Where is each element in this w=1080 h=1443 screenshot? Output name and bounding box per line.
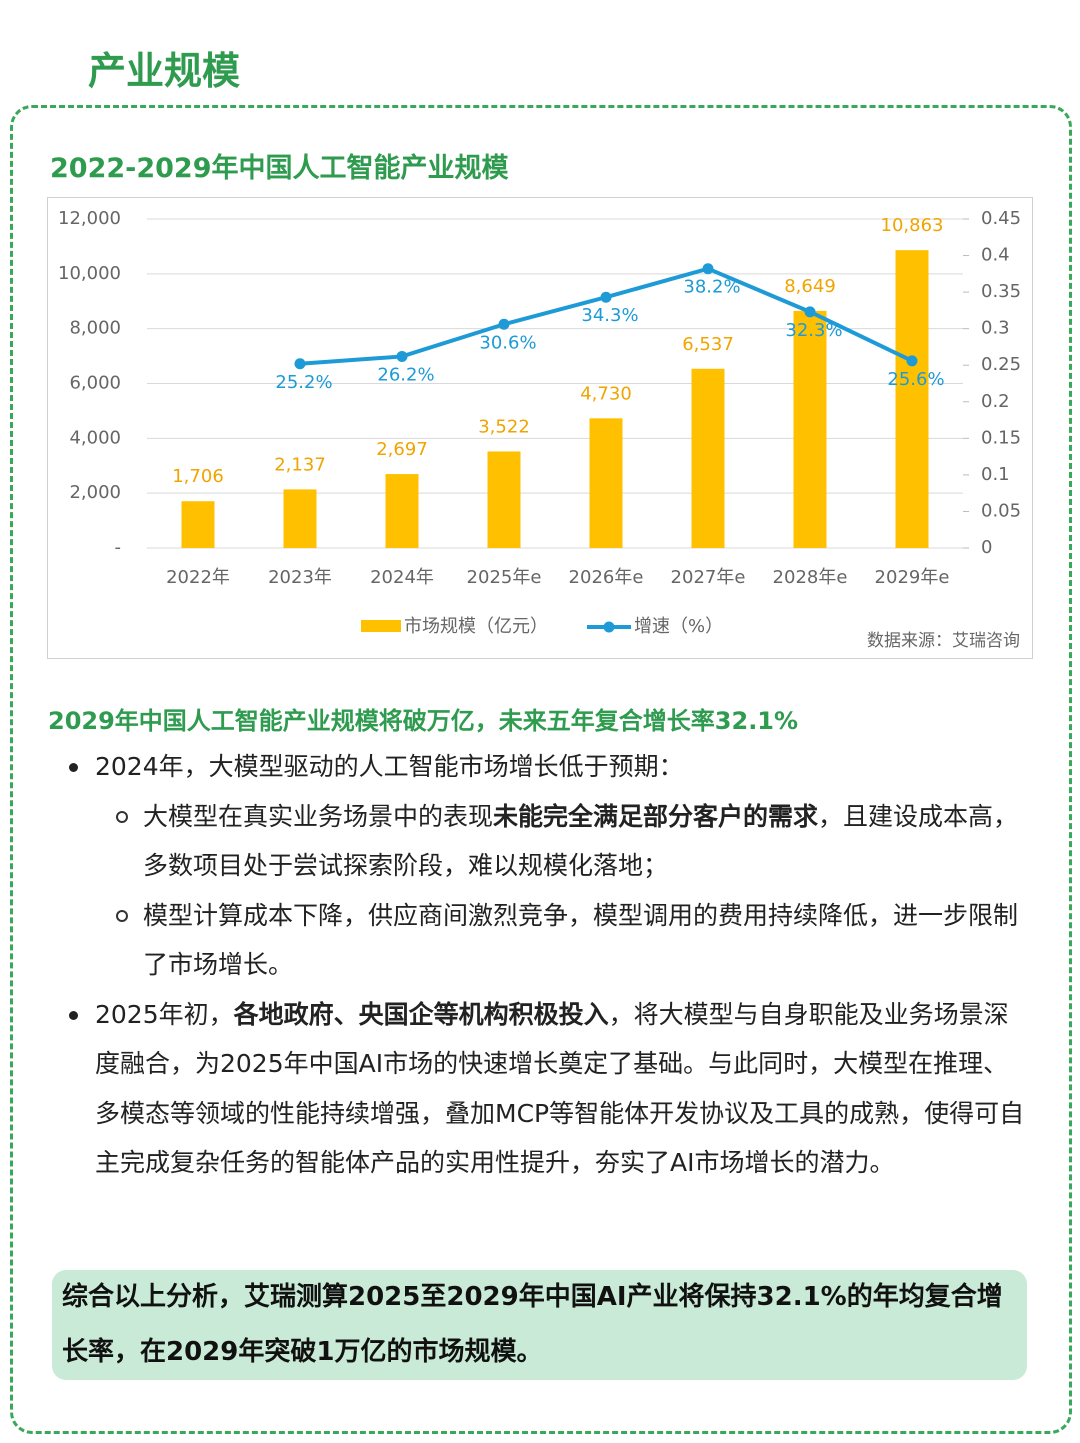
bar-label: 6,537 (682, 334, 734, 355)
growth-point (804, 306, 816, 318)
y-tick-label: - (115, 537, 122, 558)
bar (589, 418, 623, 548)
bar-label: 3,522 (478, 416, 530, 437)
chart-border (47, 197, 1033, 659)
section-heading: 2029年中国人工智能产业规模将破万亿，未来五年复合增长率32.1% (48, 707, 799, 735)
bullet-item: 2024年，大模型驱动的人工智能市场增长低于预期： (0, 742, 1030, 792)
line-label: 25.2% (275, 372, 332, 393)
bar-label: 10,863 (881, 215, 944, 236)
x-tick-label: 2024年 (370, 567, 434, 588)
bar-label: 1,706 (172, 466, 224, 487)
bullet-item: 2025年初，各地政府、央国企等机构积极投入，将大模型与自身职能及业务场景深度融… (0, 990, 1030, 1188)
bullet-list: 2024年，大模型驱动的人工智能市场增长低于预期： 大模型在真实业务场景中的表现未… (0, 742, 1030, 1188)
y-tick-label: 10,000 (58, 263, 121, 284)
chart: 数据来源：艾瑞咨询 - 2,000 4,000 6,000 8,000 10,000 12,… (47, 197, 1033, 659)
bar (385, 474, 419, 548)
text-run: 2025年初， (95, 999, 234, 1029)
growth-point (498, 318, 510, 330)
text-run: 大模型在真实业务场景中的表现 (143, 801, 494, 831)
bar-label: 2,137 (274, 454, 326, 475)
sub-bullet-item: 模型计算成本下降，供应商间激烈竞争，模型调用的费用持续降低，进一步限制了市场增长… (0, 891, 1030, 990)
growth-point (294, 358, 306, 370)
text-run: ，将大模型与自身职能及业务场景深度融合，为2025年中国AI市场的快速增长奠定了… (95, 999, 1025, 1178)
x-tick-label: 2023年 (268, 567, 332, 588)
growth-point (600, 291, 612, 303)
x-tick-label: 2025年e (467, 567, 542, 588)
y2-tick-label: 0.1 (981, 464, 1010, 485)
page-title: 产业规模 (88, 49, 241, 93)
y-tick-label: 4,000 (69, 427, 121, 448)
y2-tick-label: 0.25 (981, 354, 1021, 375)
x-tick-label: 2022年 (166, 567, 230, 588)
bar (283, 489, 317, 548)
y2-tick-label: 0.05 (981, 500, 1021, 521)
bar-label: 2,697 (376, 439, 428, 460)
x-tick-label: 2029年e (875, 567, 950, 588)
legend-label: 市场规模（亿元） (404, 616, 548, 637)
growth-point (702, 263, 714, 275)
y2-tick-label: 0.2 (981, 391, 1010, 412)
y2-tick-label: 0.35 (981, 281, 1021, 302)
y2-tick-label: 0 (981, 537, 992, 558)
y2-tick-label: 0.45 (981, 208, 1021, 229)
bar (895, 250, 929, 549)
y2-tick-label: 0.4 (981, 245, 1010, 266)
x-tick-label: 2028年e (773, 567, 848, 588)
bar (691, 368, 725, 548)
dashed-frame (10, 105, 1072, 1434)
bar-label: 4,730 (580, 383, 632, 404)
bar (793, 310, 827, 548)
line-label: 32.3% (785, 320, 842, 341)
y-tick-label: 8,000 (69, 318, 121, 339)
line-label: 34.3% (581, 305, 638, 326)
bar (487, 451, 521, 548)
growth-point (396, 350, 408, 362)
bar (181, 501, 215, 548)
legend-label: 增速（%） (634, 616, 723, 637)
line-label: 38.2% (683, 277, 740, 298)
sub-bullet-item: 大模型在真实业务场景中的表现未能完全满足部分客户的需求，且建设成本高，多数项目处… (0, 792, 1030, 891)
source-note: 数据来源：艾瑞咨询 (867, 631, 1020, 651)
summary-box: 综合以上分析，艾瑞测算2025至2029年中国AI产业将保持32.1%的年均复合… (52, 1270, 1027, 1380)
y-tick-label: 2,000 (69, 482, 121, 503)
x-tick-label: 2027年e (671, 567, 746, 588)
bold-text: 各地政府、央国企等机构积极投入 (233, 999, 609, 1029)
growth-point (906, 355, 918, 367)
y2-tick-label: 0.3 (981, 318, 1010, 339)
y2-tick-label: 0.15 (981, 427, 1021, 448)
line-label: 25.6% (887, 369, 944, 390)
legend-swatch (361, 620, 401, 632)
x-tick-label: 2026年e (569, 567, 644, 588)
y-tick-label: 6,000 (69, 373, 121, 394)
text-run: ，且建设成本高，多数项目处于尝试探索阶段，难以规模化落地； (143, 801, 1019, 881)
y-tick-label: 12,000 (58, 208, 121, 229)
chart-title: 2022-2029年中国人工智能产业规模 (50, 153, 509, 184)
bar-label: 8,649 (784, 276, 836, 297)
bold-text: 未能完全满足部分客户的需求 (493, 801, 819, 831)
line-label: 26.2% (377, 364, 434, 385)
line-label: 30.6% (479, 332, 536, 353)
legend-swatch (603, 621, 615, 633)
text-run: 模型计算成本下降，供应商间激烈竞争，模型调用的费用持续降低，进一步限制了市场增长… (143, 900, 1019, 980)
text-run: 2024年，大模型驱动的人工智能市场增长低于预期： (95, 752, 684, 781)
